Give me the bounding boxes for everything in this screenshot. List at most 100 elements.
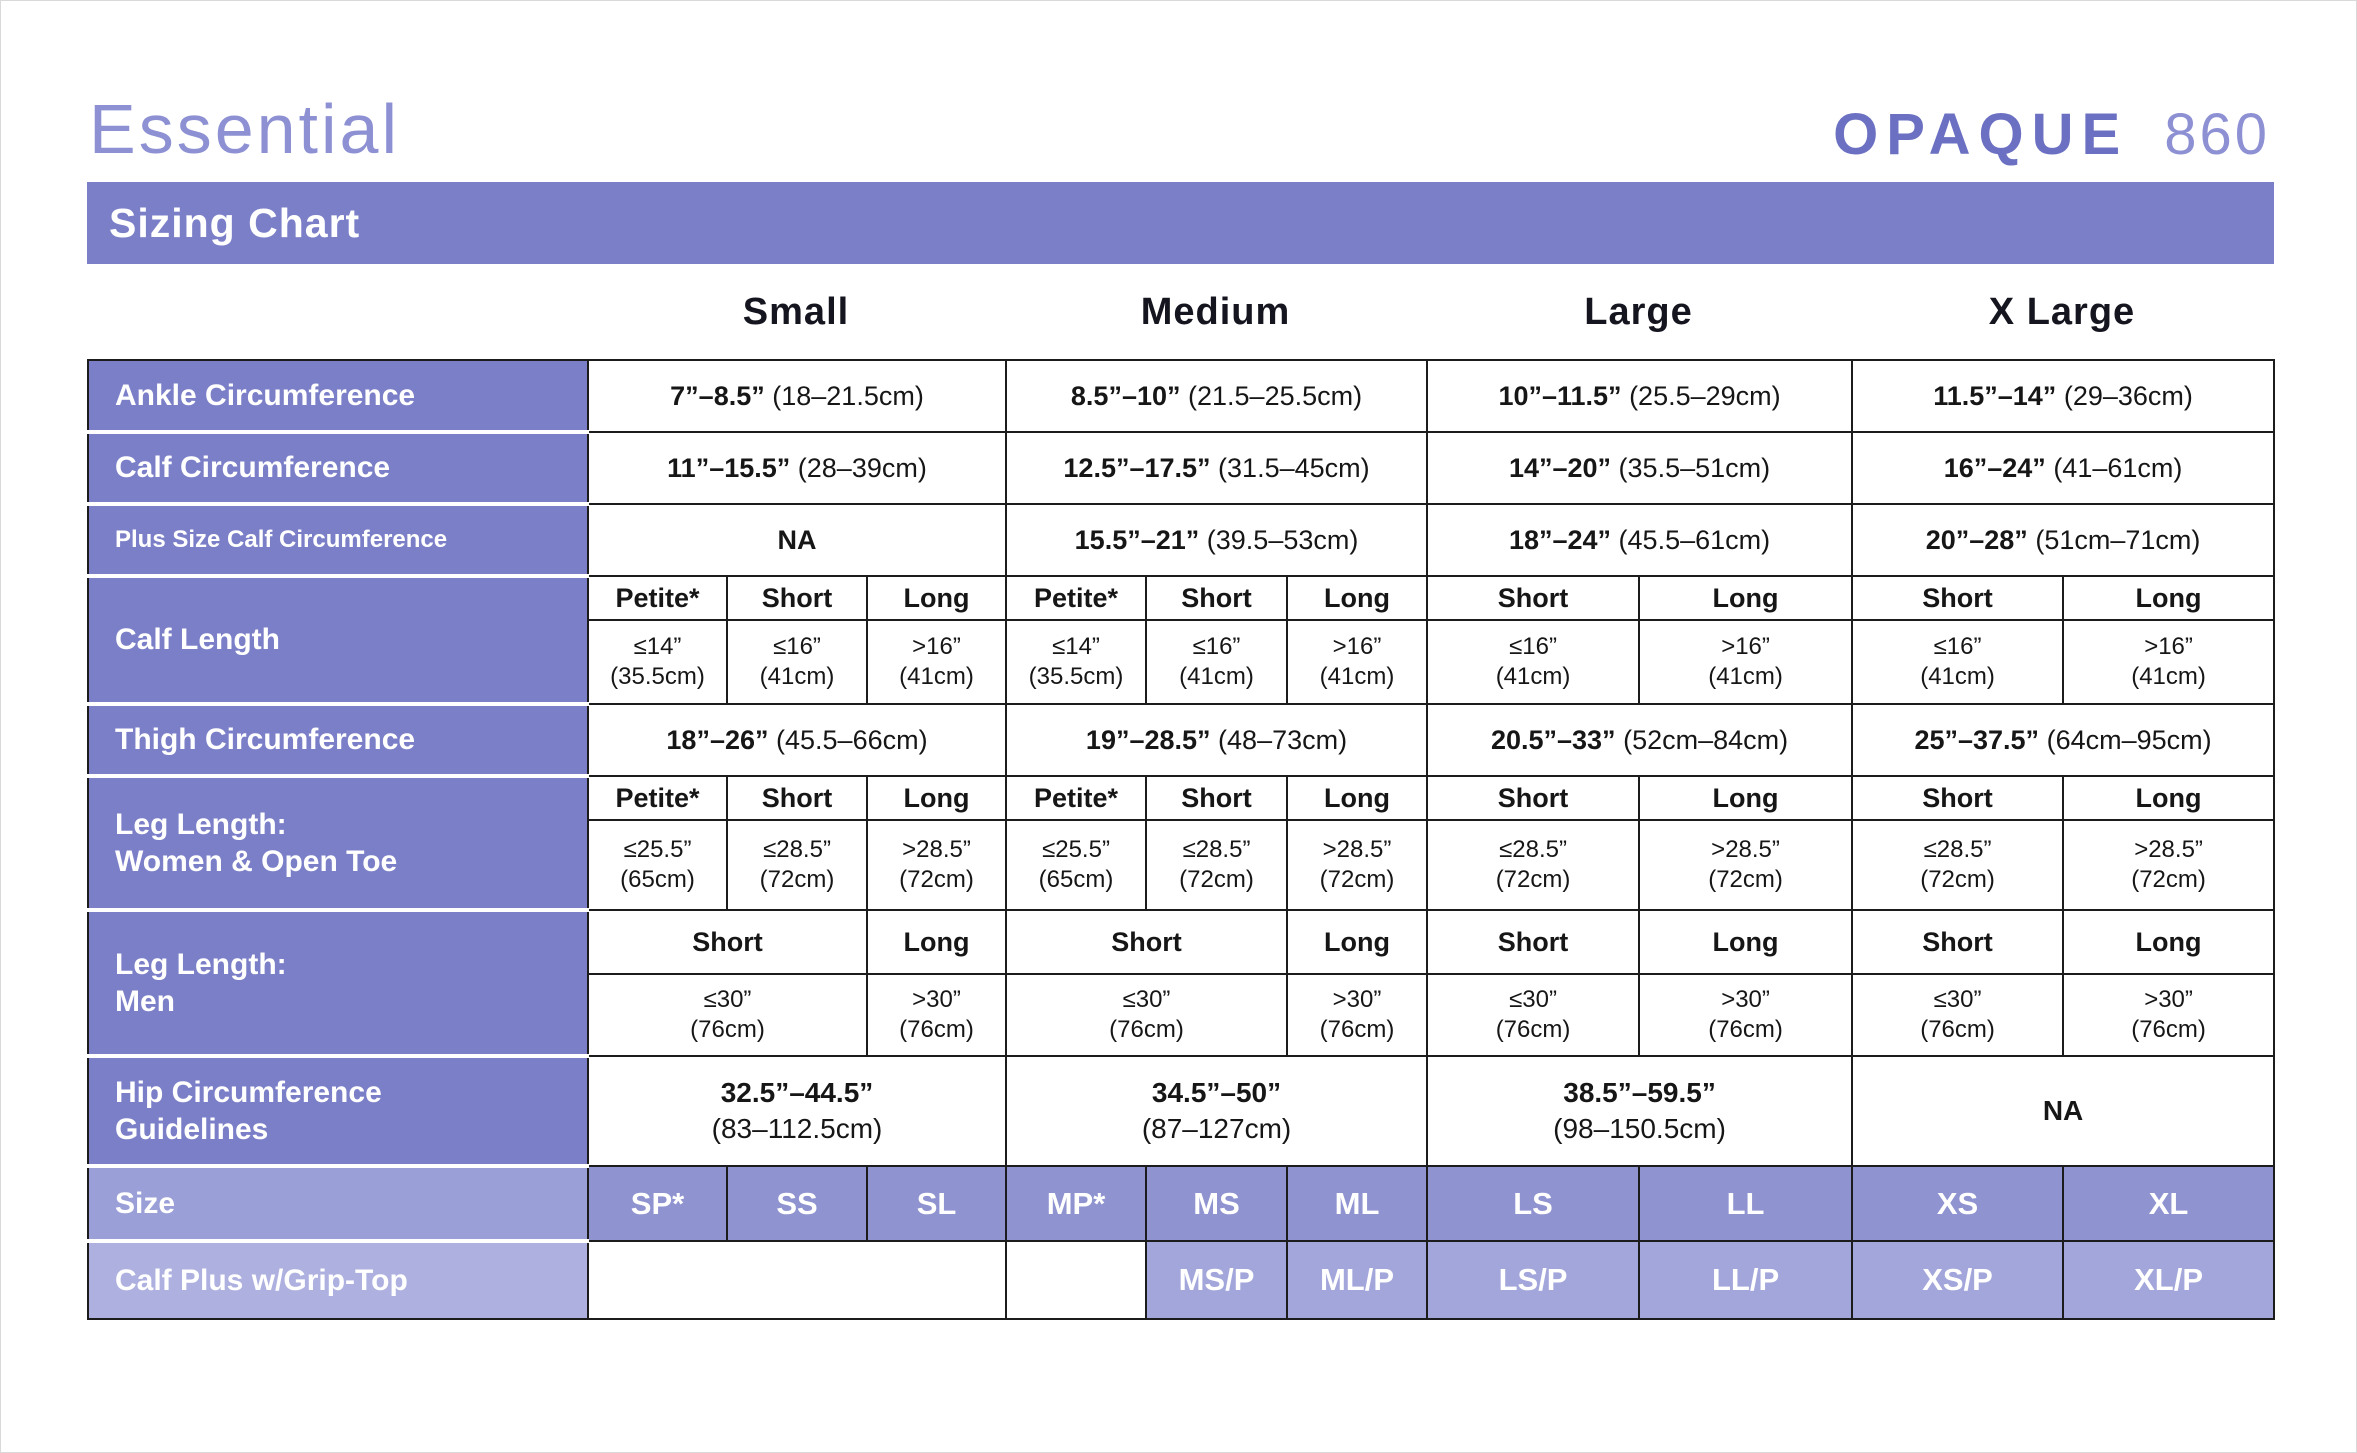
value-inches: >30” (1721, 986, 1770, 1013)
value-inches: >28.5” (1322, 836, 1392, 863)
plus-calf-small-cell: NA (587, 503, 1007, 577)
row-label-calf-length: Calf Length (88, 576, 588, 706)
group-header-large: Large (1584, 291, 1693, 333)
calf-plus-cell-mlp: ML/P (1285, 1240, 1429, 1320)
table-row-calf-length-values: ≤14” (35.5cm) ≤16” (41cm) >16” (41cm) ≤14” (… (88, 619, 2276, 705)
calf-medium-cell: 12.5”–17.5” (31.5–45cm) (1004, 431, 1429, 505)
value-inches: 8.5”–10” (1070, 380, 1181, 411)
value-inches: ≤16” (1192, 633, 1241, 660)
calf-length-value: ≤16” (41cm) (726, 619, 868, 705)
value-cm: (41cm) (2131, 663, 2206, 690)
subhead-short: Short (1145, 775, 1288, 821)
value-cm: (76cm) (1319, 1016, 1395, 1043)
plus-calf-medium-cell: 15.5”–21” (39.5–53cm) (1004, 503, 1429, 577)
value-inches: >16” (2144, 633, 2193, 660)
row-label-line1: Hip Circumference (115, 1075, 382, 1109)
calf-length-value: ≤16” (41cm) (1145, 619, 1288, 705)
table-row-leg-men-values: ≤30” (76cm) >30” (76cm) ≤30” (76cm) >30” (76… (88, 973, 2276, 1057)
value-inches: >30” (912, 986, 961, 1013)
value-cm: (41cm) (899, 663, 974, 690)
value-cm: (45.5–66cm) (776, 724, 928, 755)
table-row-plus-size-calf: Plus Size Calf Circumference NA 15.5”–21… (88, 503, 2276, 578)
calf-length-value: ≤16” (41cm) (1851, 619, 2065, 705)
calf-large-cell: 14”–20” (35.5–51cm) (1426, 431, 1854, 505)
value-inches: 20.5”–33” (1490, 724, 1616, 755)
value-inches: 25”–37.5” (1914, 724, 2040, 755)
leg-men-value: ≤30” (76cm) (1005, 973, 1288, 1057)
value-cm: (72cm) (759, 866, 835, 893)
subhead-long: Long (1638, 575, 1854, 621)
calf-plus-empty-small (587, 1240, 1007, 1320)
subhead-short: Short (1426, 575, 1641, 621)
subhead-short: Short (1426, 775, 1641, 821)
product-line-title: Essential (89, 90, 401, 168)
calf-length-value: ≤14” (35.5cm) (1005, 619, 1147, 705)
calf-length-value: >16” (41cm) (2062, 619, 2276, 705)
subhead-long: Long (2062, 575, 2276, 621)
calf-xlarge-cell: 16”–24” (41–61cm) (1851, 431, 2276, 505)
value-inches: >28.5” (902, 836, 971, 863)
value-cm: (41cm) (1920, 663, 1995, 690)
value-cm: (41cm) (1495, 663, 1571, 690)
group-header-medium: Medium (1140, 291, 1291, 333)
value-cm: (98–150.5cm) (1553, 1113, 1726, 1144)
thigh-small-cell: 18”–26” (45.5–66cm) (587, 703, 1007, 777)
calf-plus-cell-llp: LL/P (1638, 1240, 1854, 1320)
row-label-line2: Men (115, 985, 175, 1018)
value-inches: 10”–11.5” (1498, 380, 1622, 411)
hip-xlarge-cell: NA (1851, 1055, 2276, 1167)
calf-length-value: ≤16” (41cm) (1426, 619, 1641, 705)
leg-women-value: ≤28.5” (72cm) (1426, 819, 1641, 911)
value-cm: (45.5–61cm) (1618, 524, 1771, 555)
calf-plus-cell-xsp: XS/P (1851, 1240, 2065, 1320)
table-row-calf: Calf Circumference 11”–15.5” (28–39cm) 1… (88, 431, 2276, 506)
value-inches: 16”–24” (1943, 452, 2046, 483)
leg-men-value: ≤30” (76cm) (1851, 973, 2065, 1057)
size-cell-sl: SL (866, 1165, 1007, 1242)
value-inches: 19”–28.5” (1085, 724, 1211, 755)
value-cm: (18–21.5cm) (772, 380, 924, 411)
value-inches: 14”–20” (1508, 452, 1612, 483)
row-label-ankle-circumference: Ankle Circumference (88, 360, 588, 434)
value-cm: (28–39cm) (797, 452, 927, 483)
leg-women-value: ≤28.5” (72cm) (1145, 819, 1288, 911)
table-row-calf-plus: Calf Plus w/Grip-Top MS/P ML/P LS/P LL/P… (88, 1240, 2276, 1320)
leg-women-value: >28.5” (72cm) (1285, 819, 1429, 911)
leg-men-value: >30” (76cm) (866, 973, 1007, 1057)
group-header-xlarge: X Large (1988, 291, 2136, 333)
subhead-short: Short (726, 575, 868, 621)
thigh-medium-cell: 19”–28.5” (48–73cm) (1004, 703, 1429, 777)
value-inches: >28.5” (1711, 836, 1780, 863)
calf-length-value: >16” (41cm) (1638, 619, 1854, 705)
value-cm: (35.5–51cm) (1618, 452, 1771, 483)
value-inches: 20”–28” (1925, 524, 2028, 555)
leg-women-value: >28.5” (72cm) (2062, 819, 2276, 911)
value-inches: ≤30” (1509, 986, 1557, 1013)
value-na: NA (2042, 1094, 2084, 1126)
value-cm: (76cm) (899, 1016, 974, 1043)
size-cell-mp: MP* (1005, 1165, 1147, 1242)
row-label-calf-plus: Calf Plus w/Grip-Top (88, 1241, 588, 1319)
value-inches: ≤16” (1933, 633, 1982, 660)
calf-length-value: >16” (41cm) (866, 619, 1007, 705)
table-row-leg-women-subheads: Leg Length: Women & Open Toe Petite* Sho… (88, 775, 2276, 912)
value-inches: 38.5”–59.5” (1563, 1076, 1716, 1108)
value-cm: (21.5–25.5cm) (1188, 380, 1363, 411)
value-inches: 18”–26” (666, 724, 769, 755)
size-cell-xl: XL (2062, 1165, 2276, 1242)
ankle-xlarge-cell: 11.5”–14” (29–36cm) (1851, 359, 2276, 433)
value-inches: ≤28.5” (1182, 836, 1251, 863)
ankle-large-cell: 10”–11.5” (25.5–29cm) (1426, 359, 1854, 433)
hip-medium-cell: 34.5”–50” (87–127cm) (1004, 1055, 1429, 1167)
value-cm: (41cm) (1179, 663, 1254, 690)
calf-plus-cell-lsp: LS/P (1426, 1240, 1641, 1320)
size-cell-ll: LL (1638, 1165, 1854, 1242)
value-cm: (29–36cm) (2063, 380, 2193, 411)
value-inches: 18”–24” (1508, 524, 1612, 555)
value-inches: ≤25.5” (623, 836, 692, 863)
value-inches: ≤28.5” (1499, 836, 1567, 863)
calf-small-cell: 11”–15.5” (28–39cm) (587, 431, 1007, 505)
value-inches: ≤28.5” (763, 836, 831, 863)
row-label-leg-length-men: Leg Length: Men (88, 910, 588, 1058)
